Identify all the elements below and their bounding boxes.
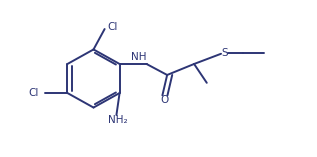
Text: S: S xyxy=(222,48,228,57)
Text: Cl: Cl xyxy=(28,88,38,98)
Text: O: O xyxy=(161,95,169,105)
Text: Cl: Cl xyxy=(107,22,118,32)
Text: NH: NH xyxy=(131,52,146,62)
Text: NH₂: NH₂ xyxy=(107,115,127,125)
